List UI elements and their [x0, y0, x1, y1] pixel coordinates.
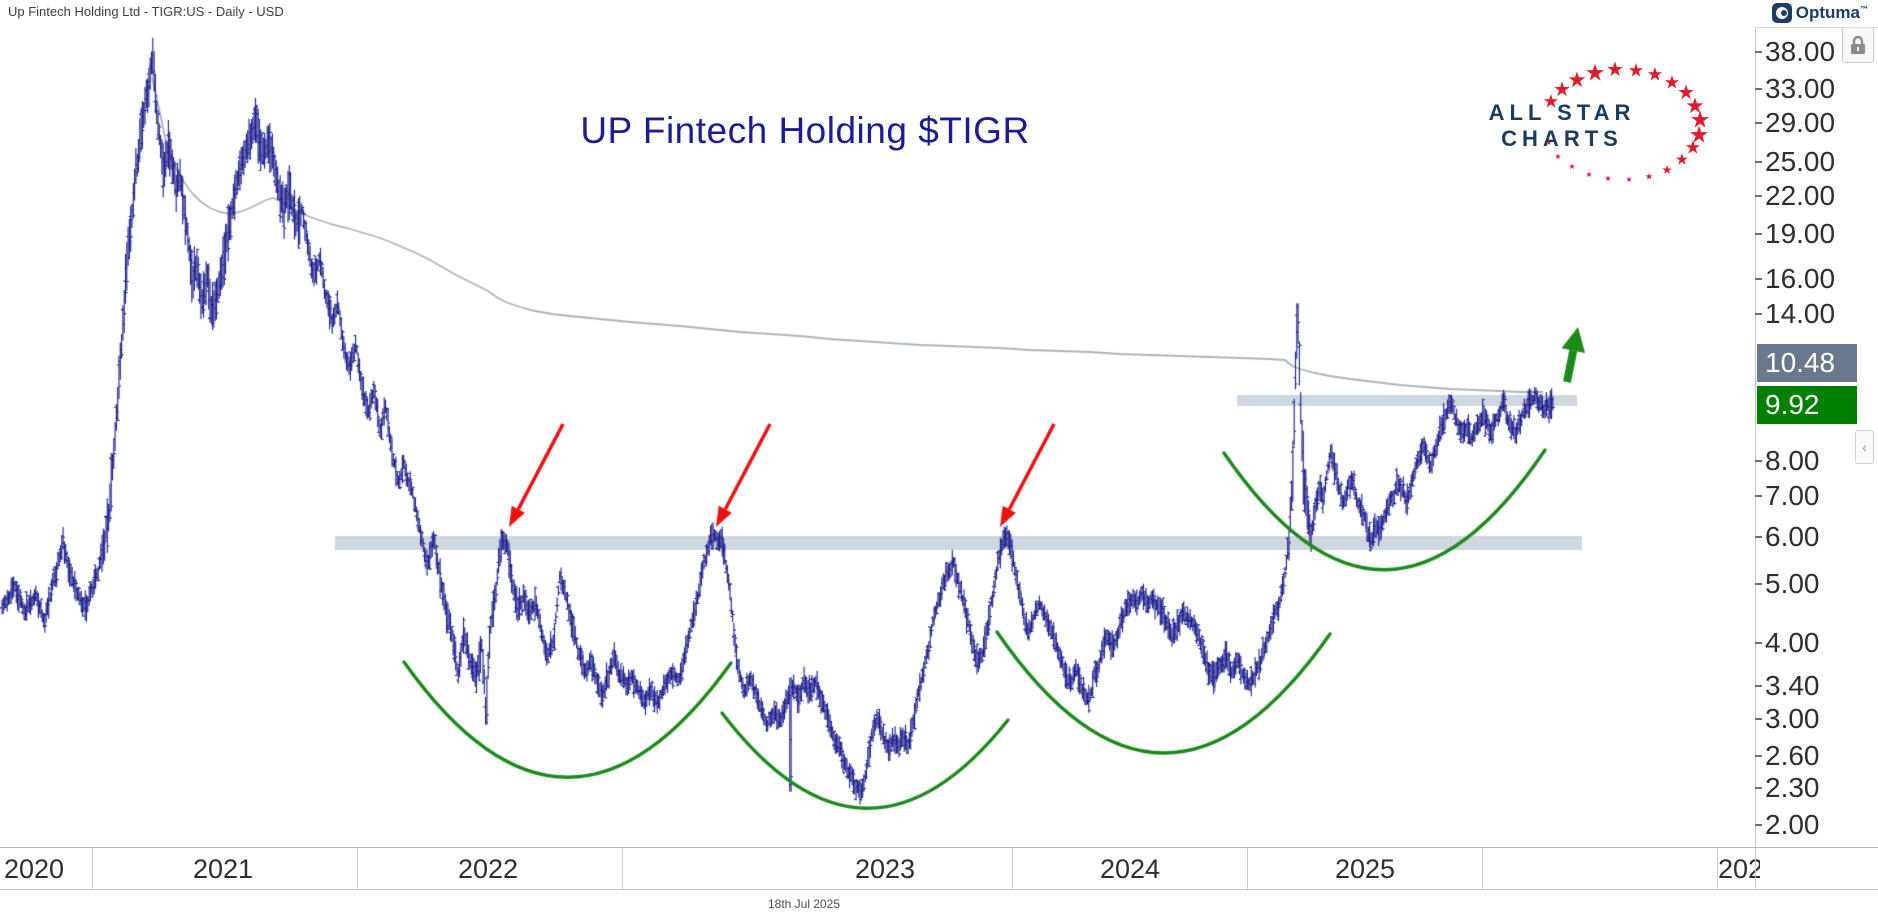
price-axis-tick — [1755, 642, 1762, 645]
star-icon: ★ — [1567, 67, 1587, 93]
price-axis-tick — [1755, 51, 1762, 54]
year-label-2023: 2023 — [854, 854, 916, 884]
star-icon: ★ — [1585, 170, 1593, 180]
time-axis-bottom-border — [0, 889, 1878, 890]
year-label-2025: 2025 — [1334, 854, 1396, 884]
price-axis-label: 29.00 — [1765, 107, 1836, 139]
price-axis-tick — [1755, 495, 1762, 498]
chevron-left-icon: ‹ — [1862, 439, 1867, 455]
price-axis-label: 6.00 — [1765, 520, 1820, 552]
price-axis-tick — [1755, 88, 1762, 91]
price-axis-label: 8.00 — [1765, 445, 1820, 477]
allstarcharts-logo-line1: ALL STAR — [1488, 100, 1636, 125]
price-axis-tick — [1755, 233, 1762, 236]
price-axis-tick — [1755, 194, 1762, 197]
price-axis-label: 2.30 — [1765, 772, 1820, 804]
footer-date: 18th Jul 2025 — [767, 897, 841, 911]
year-separator — [1012, 848, 1013, 889]
price-axis-label: 3.40 — [1765, 669, 1820, 701]
time-axis[interactable]: 2020 2021 2022 2023 2024 2025 2026 — [0, 848, 1760, 889]
price-axis-tick — [1755, 535, 1762, 538]
price-axis-label: 7.00 — [1765, 480, 1820, 512]
star-icon: ★ — [1684, 136, 1702, 158]
allstarcharts-logo-line2: CHARTS — [1501, 126, 1623, 151]
year-label-2021: 2021 — [192, 854, 254, 884]
price-axis-line[interactable] — [1755, 27, 1756, 847]
star-icon: ★ — [1663, 71, 1681, 93]
price-axis-tick — [1755, 583, 1762, 586]
recent-high-price-badge: 10.48 — [1757, 344, 1857, 382]
star-icon: ★ — [1605, 58, 1625, 81]
year-separator — [1482, 848, 1483, 889]
chart-annotation-title: UP Fintech Holding $TIGR — [580, 110, 1030, 151]
price-axis-tick — [1755, 160, 1762, 163]
price-axis-tick — [1755, 313, 1762, 316]
price-axis-label: 33.00 — [1765, 73, 1836, 105]
year-label-2024: 2024 — [1099, 854, 1161, 884]
year-label-2020: 2020 — [3, 854, 65, 884]
price-axis-tick — [1755, 787, 1762, 790]
year-label-2026: 2026 — [1717, 854, 1760, 884]
star-icon: ★ — [1689, 106, 1711, 133]
year-separator — [1717, 848, 1718, 889]
star-icon: ★ — [1604, 174, 1612, 184]
star-icon: ★ — [1644, 171, 1654, 182]
star-icon: ★ — [1627, 59, 1645, 81]
price-axis-label: 22.00 — [1765, 179, 1836, 211]
price-axis-label: 14.00 — [1765, 298, 1836, 330]
star-icon: ★ — [1625, 175, 1633, 185]
last-price-badge: 9.92 — [1757, 386, 1857, 424]
star-icon: ★ — [1554, 152, 1562, 162]
star-icon: ★ — [1584, 59, 1606, 86]
price-axis-label: 5.00 — [1765, 568, 1820, 600]
price-axis-tick — [1755, 460, 1762, 463]
star-icon: ★ — [1675, 151, 1689, 169]
price-axis-tick — [1755, 755, 1762, 758]
year-separator — [92, 848, 93, 889]
year-separator — [622, 848, 623, 889]
price-axis-tick — [1755, 278, 1762, 281]
star-icon: ★ — [1661, 162, 1673, 177]
star-icon: ★ — [1688, 121, 1710, 148]
star-icon: ★ — [1685, 93, 1705, 119]
price-axis-label: 25.00 — [1765, 145, 1836, 177]
price-axis-label: 38.00 — [1765, 36, 1836, 68]
allstarcharts-logo: ALL STAR CHARTS — [1442, 100, 1682, 152]
price-axis-label: 16.00 — [1765, 263, 1836, 295]
price-axis-tick — [1755, 684, 1762, 687]
price-axis-label: 2.00 — [1765, 809, 1820, 840]
star-icon: ★ — [1568, 162, 1576, 172]
star-icon: ★ — [1552, 78, 1572, 101]
time-axis-right-border — [1755, 848, 1756, 889]
star-icon: ★ — [1542, 90, 1560, 112]
year-separator — [357, 848, 358, 889]
plot-bottom-border — [0, 847, 1878, 848]
price-axis-label: 4.00 — [1765, 627, 1820, 659]
star-icon: ★ — [1676, 81, 1696, 104]
price-axis-label: 2.60 — [1765, 740, 1820, 772]
price-axis-tick — [1755, 824, 1762, 826]
year-separator — [1247, 848, 1248, 889]
collapse-panel-button[interactable]: ‹ — [1855, 430, 1874, 464]
price-axis-label: 19.00 — [1765, 218, 1836, 250]
star-icon: ★ — [1646, 63, 1664, 85]
price-axis-label: 3.00 — [1765, 702, 1820, 734]
year-label-2022: 2022 — [457, 854, 519, 884]
price-axis-tick — [1755, 122, 1762, 125]
price-axis-tick — [1755, 717, 1762, 720]
star-icon: ★ — [1546, 139, 1552, 147]
axis-top-border — [1755, 27, 1878, 28]
